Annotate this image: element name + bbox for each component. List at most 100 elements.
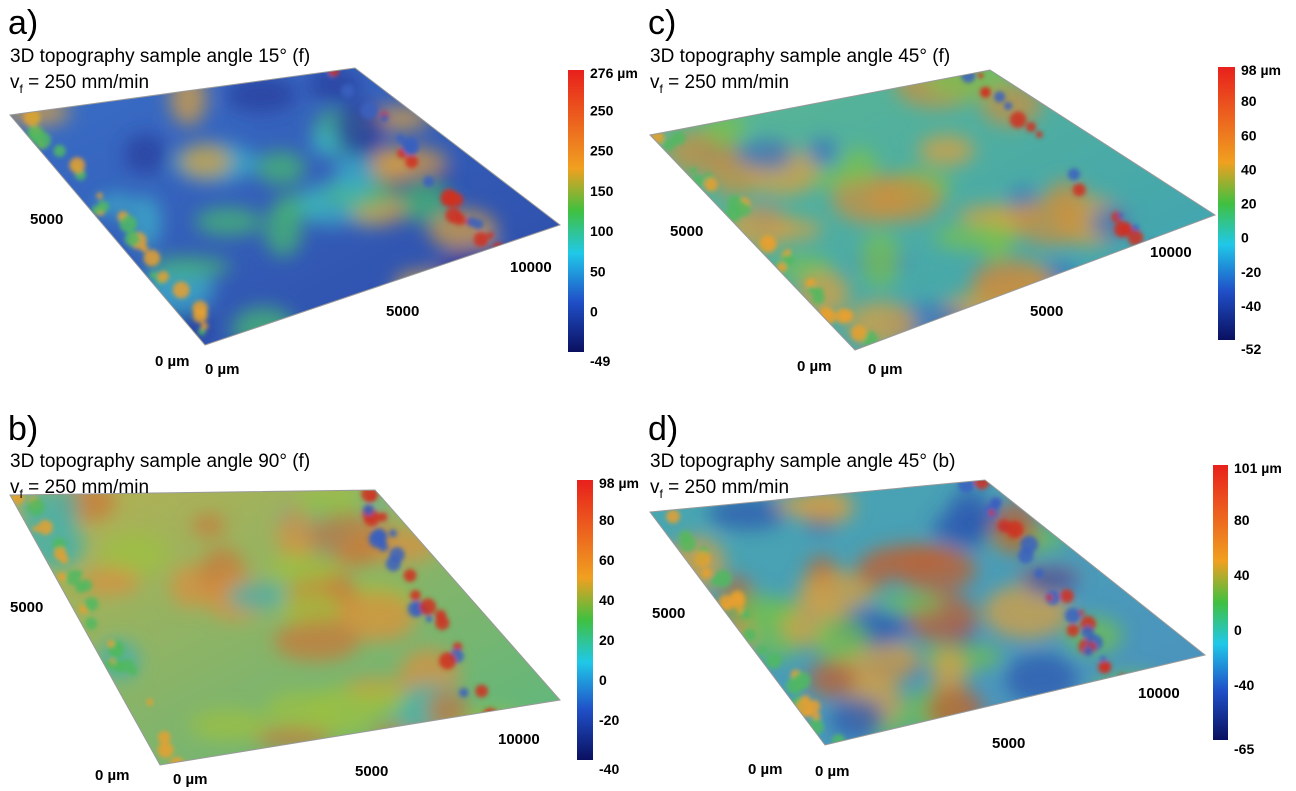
edge-blob <box>141 245 149 253</box>
colorbar-label: 250 <box>590 102 614 118</box>
edge-blob <box>988 510 994 516</box>
edge-blob <box>819 307 832 320</box>
surface-blob <box>1015 197 1086 246</box>
edge-blob <box>80 579 92 591</box>
axis-label: 5000 <box>386 303 419 320</box>
edge-blob <box>1142 250 1149 257</box>
edge-blob <box>361 486 378 503</box>
edge-blob <box>1151 262 1164 275</box>
surface-blob <box>813 617 868 661</box>
edge-blob <box>371 528 387 544</box>
axis-label: 5000 <box>30 211 63 228</box>
colorbar-label: 0 <box>1241 230 1249 246</box>
edge-blob <box>666 509 680 523</box>
edge-blob <box>1081 626 1094 639</box>
edge-blob <box>475 685 488 698</box>
edge-blob <box>1068 168 1080 180</box>
subtitle-v: v <box>10 72 20 93</box>
edge-blob <box>125 231 140 246</box>
edge-blob <box>1026 122 1036 132</box>
edge-blob <box>758 646 767 655</box>
axis-label: 0 µm <box>95 767 130 784</box>
colorbar <box>577 480 593 760</box>
panel-title: 3D topography sample angle 90° (f) <box>10 451 310 472</box>
surface-blob <box>708 495 787 530</box>
colorbar-label: 0 <box>1234 622 1242 638</box>
edge-blob <box>158 271 169 282</box>
axis-label: 5000 <box>992 735 1025 752</box>
colorbar-label: -52 <box>1241 341 1261 357</box>
colorbar-label: 101 µm <box>1234 460 1282 476</box>
edge-blob <box>158 742 174 758</box>
edge-blob <box>766 653 781 668</box>
edge-blob <box>474 232 489 247</box>
edge-blob <box>851 325 867 341</box>
panel: c)3D topography sample angle 45° (f)vf =… <box>648 4 1281 378</box>
edge-blob <box>1119 222 1133 236</box>
colorbar-label: 40 <box>1241 161 1257 177</box>
edge-blob <box>128 666 138 676</box>
edge-blob <box>380 114 388 122</box>
colorbar-label: 80 <box>1234 512 1250 528</box>
panel: d)3D topography sample angle 45° (b)vf =… <box>648 410 1282 780</box>
edge-blob <box>785 249 791 255</box>
subtitle-rest: = 250 mm/min <box>663 72 789 93</box>
surface-blob <box>195 207 262 235</box>
surface-blob <box>334 102 386 154</box>
edge-blob <box>815 287 824 296</box>
edge-blob <box>679 530 692 543</box>
edge-blob <box>990 497 1002 509</box>
edge-blob <box>38 520 53 535</box>
edge-blob <box>360 102 377 119</box>
edge-blob <box>1100 656 1106 662</box>
colorbar <box>1218 67 1235 340</box>
edge-blob <box>1010 112 1026 128</box>
panel: a)3D topography sample angle 15° (f)vf =… <box>3 4 638 378</box>
colorbar-label: 60 <box>599 552 615 568</box>
surface-blob <box>399 730 472 772</box>
edge-blob <box>998 519 1011 532</box>
colorbar-label: 276 µm <box>590 65 638 81</box>
edge-blob <box>759 235 777 253</box>
edge-blob <box>150 271 157 278</box>
surface-blob <box>227 582 287 611</box>
edge-blob <box>404 569 417 582</box>
edge-blob <box>60 555 69 564</box>
edge-blob <box>445 207 461 223</box>
edge-blob <box>341 84 354 97</box>
edge-blob <box>419 598 436 615</box>
edge-blob <box>459 688 468 697</box>
colorbar-label: 40 <box>1234 567 1250 583</box>
edge-blob <box>69 157 85 173</box>
edge-blob <box>97 201 109 213</box>
edge-blob <box>1036 131 1043 138</box>
panel-label: a) <box>8 4 38 42</box>
axis-label: 0 µm <box>205 361 240 378</box>
colorbar-label: 80 <box>1241 93 1257 109</box>
edge-blob <box>1020 536 1038 554</box>
colorbar-label: -49 <box>590 353 610 369</box>
edge-blob <box>173 281 190 298</box>
surface <box>10 482 560 772</box>
colorbar-label: 20 <box>599 632 615 648</box>
panel: b)3D topography sample angle 90° (f)vf =… <box>8 410 639 788</box>
surface-blob <box>934 294 1008 348</box>
edge-blob <box>1073 183 1086 196</box>
edge-blob <box>809 279 816 286</box>
surface-blob <box>256 151 306 185</box>
colorbar-label: 50 <box>590 263 606 279</box>
edge-blob <box>1004 102 1012 110</box>
edge-blob <box>701 568 711 578</box>
panel-label: c) <box>648 4 676 42</box>
colorbar-label: -20 <box>599 712 619 728</box>
surface-blob <box>371 723 452 750</box>
axis-label: 5000 <box>10 599 43 616</box>
surface-blob <box>264 203 302 256</box>
edge-blob <box>978 72 984 78</box>
panel-title: 3D topography sample angle 45° (f) <box>650 46 950 67</box>
axis-label: 0 µm <box>748 761 783 778</box>
axis-label: 10000 <box>510 259 552 276</box>
edge-blob <box>410 590 421 601</box>
surface-blob <box>797 489 855 525</box>
surface-blob <box>232 307 296 351</box>
